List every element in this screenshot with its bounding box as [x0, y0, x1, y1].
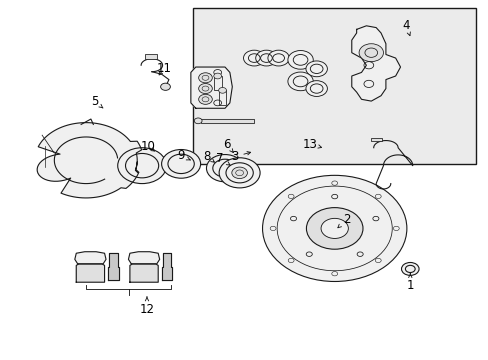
Text: 12: 12 — [139, 297, 154, 316]
Text: 1: 1 — [406, 274, 413, 292]
Text: 4: 4 — [402, 19, 409, 36]
Circle shape — [213, 73, 221, 79]
Polygon shape — [128, 252, 159, 264]
Polygon shape — [130, 264, 158, 282]
Bar — [370, 138, 381, 141]
Polygon shape — [108, 253, 119, 280]
Circle shape — [198, 84, 212, 94]
Text: 5: 5 — [90, 95, 103, 108]
Circle shape — [306, 208, 362, 249]
Text: 11: 11 — [156, 62, 171, 75]
Circle shape — [206, 154, 243, 182]
Polygon shape — [161, 253, 172, 280]
Circle shape — [305, 81, 327, 96]
Circle shape — [198, 73, 212, 83]
Text: 6: 6 — [222, 138, 233, 152]
Polygon shape — [37, 123, 142, 198]
Circle shape — [198, 94, 212, 104]
Text: 10: 10 — [140, 140, 155, 153]
Text: 7: 7 — [216, 152, 229, 165]
Polygon shape — [190, 67, 232, 108]
Polygon shape — [200, 119, 254, 123]
Circle shape — [231, 167, 247, 179]
Circle shape — [118, 148, 166, 184]
Circle shape — [219, 158, 260, 188]
Text: 3: 3 — [231, 150, 250, 163]
Polygon shape — [75, 252, 106, 264]
Circle shape — [321, 219, 347, 238]
Bar — [193, 8, 475, 164]
Circle shape — [218, 87, 226, 93]
Text: 13: 13 — [302, 138, 321, 150]
Bar — [145, 54, 157, 59]
Bar — [218, 90, 226, 105]
Circle shape — [160, 83, 170, 90]
Text: 2: 2 — [337, 213, 350, 228]
Circle shape — [243, 50, 264, 66]
Bar — [213, 76, 221, 90]
Text: 9: 9 — [177, 149, 190, 162]
Circle shape — [194, 118, 202, 124]
Circle shape — [267, 50, 289, 66]
Circle shape — [305, 61, 327, 77]
Circle shape — [401, 262, 418, 275]
Polygon shape — [351, 26, 400, 101]
Circle shape — [287, 50, 313, 69]
Circle shape — [262, 175, 406, 282]
Circle shape — [358, 44, 383, 62]
Circle shape — [161, 149, 200, 178]
Circle shape — [287, 72, 313, 91]
Circle shape — [255, 50, 277, 66]
Text: 8: 8 — [203, 150, 214, 163]
Polygon shape — [76, 264, 104, 282]
